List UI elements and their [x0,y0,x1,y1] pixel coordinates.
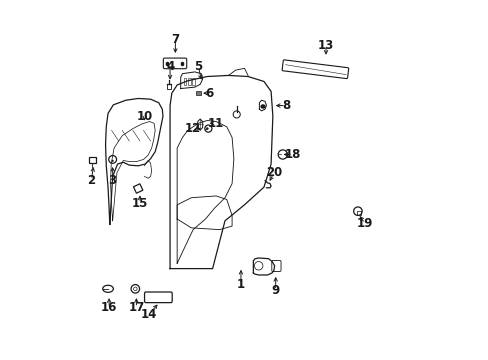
Text: 8: 8 [281,99,289,112]
Bar [183,78,186,85]
Text: 12: 12 [184,122,201,135]
Text: 4: 4 [165,60,174,73]
Bar [89,157,96,163]
Text: 15: 15 [131,197,148,210]
Text: 13: 13 [317,39,333,52]
Text: 5: 5 [194,60,202,73]
Text: 16: 16 [101,301,117,314]
Text: 10: 10 [136,110,152,123]
Text: 1: 1 [236,278,244,291]
Circle shape [206,127,208,130]
Bar [166,84,171,89]
Text: 9: 9 [271,284,279,297]
Bar [187,78,190,85]
Bar [356,211,361,215]
Text: 20: 20 [265,166,282,179]
Text: 3: 3 [108,174,117,186]
Bar [195,91,200,95]
Text: 19: 19 [356,217,372,230]
Text: 2: 2 [87,174,95,186]
Text: 11: 11 [207,117,223,130]
Text: 7: 7 [171,33,179,46]
Text: 18: 18 [285,148,301,161]
Text: 17: 17 [128,301,144,314]
Bar [192,78,195,85]
Bar [133,184,142,193]
Text: 14: 14 [141,308,157,321]
Text: 6: 6 [204,87,213,100]
Circle shape [111,160,114,162]
